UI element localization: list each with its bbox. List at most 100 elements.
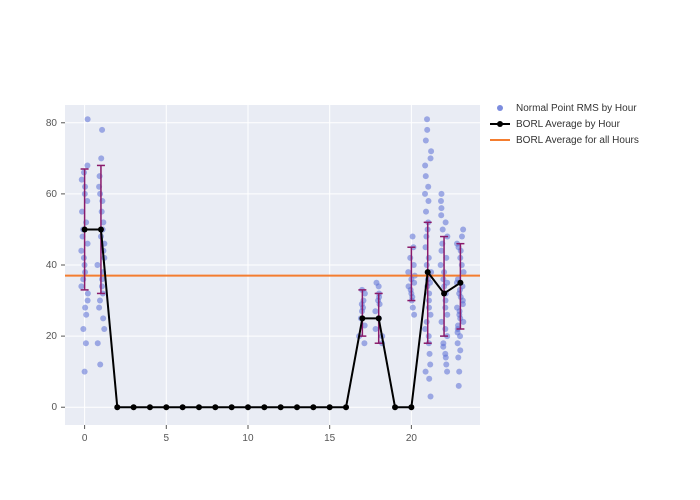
scatter-point	[426, 376, 432, 382]
borl-avg-marker	[441, 290, 447, 296]
chart-container: 05101520020406080Normal Point RMS by Hou…	[0, 0, 700, 500]
chart-svg: 05101520020406080Normal Point RMS by Hou…	[0, 0, 700, 500]
xtick-label: 0	[82, 433, 88, 444]
scatter-point	[440, 344, 446, 350]
xtick-label: 5	[164, 433, 170, 444]
scatter-point	[97, 362, 103, 368]
borl-avg-marker	[229, 404, 235, 410]
scatter-point	[83, 312, 89, 318]
scatter-point	[85, 241, 91, 247]
scatter-point	[97, 298, 103, 304]
scatter-point	[426, 333, 432, 339]
scatter-point	[428, 148, 434, 154]
scatter-point	[410, 234, 416, 240]
scatter-point	[442, 305, 448, 311]
borl-avg-marker	[212, 404, 218, 410]
scatter-point	[82, 369, 88, 375]
scatter-point	[99, 127, 105, 133]
borl-avg-marker	[425, 269, 431, 275]
scatter-point	[438, 212, 444, 218]
scatter-point	[438, 191, 444, 197]
scatter-point	[373, 326, 379, 332]
borl-avg-marker	[131, 404, 137, 410]
scatter-point	[459, 234, 465, 240]
scatter-point	[443, 362, 449, 368]
scatter-point	[460, 226, 466, 232]
scatter-point	[96, 305, 102, 311]
scatter-point	[82, 305, 88, 311]
borl-avg-marker	[163, 404, 169, 410]
borl-avg-marker	[310, 404, 316, 410]
scatter-point	[461, 269, 467, 275]
scatter-point	[456, 383, 462, 389]
borl-avg-marker	[98, 226, 104, 232]
scatter-point	[457, 347, 463, 353]
scatter-point	[376, 283, 382, 289]
scatter-point	[438, 198, 444, 204]
ytick-label: 80	[46, 118, 58, 129]
ytick-label: 40	[46, 260, 58, 271]
scatter-point	[456, 369, 462, 375]
borl-avg-marker	[114, 404, 120, 410]
scatter-point	[377, 301, 383, 307]
scatter-point	[455, 354, 461, 360]
scatter-point	[423, 138, 429, 144]
scatter-point	[100, 315, 106, 321]
legend-swatch-scatter	[497, 105, 503, 111]
scatter-point	[411, 312, 417, 318]
scatter-point	[97, 173, 103, 179]
scatter-point	[423, 369, 429, 375]
scatter-point	[407, 255, 413, 261]
scatter-point	[428, 394, 434, 400]
scatter-point	[423, 234, 429, 240]
scatter-point	[78, 283, 84, 289]
scatter-point	[410, 305, 416, 311]
scatter-point	[423, 209, 429, 215]
scatter-point	[423, 173, 429, 179]
scatter-point	[443, 219, 449, 225]
borl-avg-marker	[180, 404, 186, 410]
borl-avg-marker	[294, 404, 300, 410]
scatter-point	[444, 312, 450, 318]
scatter-point	[424, 319, 430, 325]
borl-avg-marker	[376, 315, 382, 321]
scatter-point	[95, 340, 101, 346]
borl-avg-marker	[278, 404, 284, 410]
scatter-point	[424, 262, 430, 268]
borl-avg-marker	[82, 226, 88, 232]
scatter-point	[440, 226, 446, 232]
scatter-point	[424, 116, 430, 122]
scatter-point	[83, 340, 89, 346]
borl-avg-marker	[261, 404, 267, 410]
ytick-label: 60	[46, 189, 58, 200]
scatter-point	[97, 191, 103, 197]
scatter-point	[361, 340, 367, 346]
scatter-point	[444, 369, 450, 375]
borl-avg-marker	[196, 404, 202, 410]
borl-avg-marker	[327, 404, 333, 410]
scatter-point	[457, 333, 463, 339]
borl-avg-marker	[343, 404, 349, 410]
scatter-point	[78, 248, 84, 254]
legend-swatch-marker	[497, 121, 503, 127]
scatter-point	[94, 262, 100, 268]
borl-avg-marker	[245, 404, 251, 410]
legend-label: BORL Average by Hour	[516, 119, 621, 130]
scatter-point	[438, 262, 444, 268]
scatter-point	[428, 155, 434, 161]
scatter-point	[84, 162, 90, 168]
scatter-point	[424, 127, 430, 133]
scatter-point	[85, 290, 91, 296]
ytick-label: 0	[51, 402, 57, 413]
scatter-point	[426, 298, 432, 304]
xtick-label: 20	[406, 433, 418, 444]
scatter-point	[99, 276, 105, 282]
scatter-point	[442, 326, 448, 332]
scatter-point	[426, 305, 432, 311]
legend-label: Normal Point RMS by Hour	[516, 103, 637, 114]
scatter-point	[455, 340, 461, 346]
borl-avg-marker	[147, 404, 153, 410]
scatter-point	[101, 326, 107, 332]
scatter-point	[98, 155, 104, 161]
borl-avg-marker	[392, 404, 398, 410]
